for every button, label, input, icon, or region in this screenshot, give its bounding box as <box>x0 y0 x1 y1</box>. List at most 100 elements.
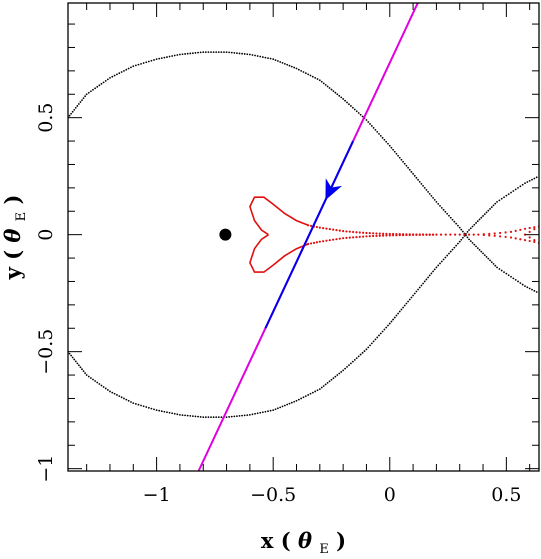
critical-curve-lower <box>410 296 413 299</box>
caustic-upper-tail <box>355 231 358 234</box>
caustic-lower-tail <box>345 236 348 240</box>
critical-curve-upper <box>274 59 277 61</box>
critical-curve-lower <box>427 276 429 279</box>
critical-curve-lower <box>74 360 77 363</box>
critical-curve-lower <box>79 366 82 369</box>
critical-curve-upper <box>407 166 409 169</box>
critical-curve-lower <box>243 414 246 417</box>
critical-curve-lower <box>176 413 179 416</box>
critical-curve-upper <box>191 52 194 55</box>
critical-curve-upper <box>155 58 158 61</box>
critical-curve-lower <box>140 404 142 407</box>
critical-curve-upper <box>402 160 404 163</box>
critical-curve-lower <box>71 356 74 359</box>
caustic-lower-tail <box>355 236 358 239</box>
caustic-right <box>519 228 522 231</box>
caustic-upper-tail <box>368 232 371 235</box>
critical-curve-lower <box>483 213 486 216</box>
critical-curve-lower <box>535 176 538 179</box>
critical-curve-lower <box>388 322 391 325</box>
critical-curve-lower <box>181 414 184 416</box>
critical-curve-lower <box>94 380 97 382</box>
critical-curve-lower <box>220 416 223 419</box>
critical-curve-lower <box>521 183 524 186</box>
critical-curve-lower <box>302 396 305 399</box>
x-axis-label: x ( θ E ) <box>261 528 346 555</box>
critical-curve-lower <box>153 408 155 411</box>
caustic-lower-tail <box>405 233 408 237</box>
critical-curve-upper <box>70 112 73 115</box>
critical-curve-lower <box>142 405 145 408</box>
critical-curve-lower <box>127 399 130 402</box>
caustic-right <box>528 226 531 230</box>
critical-curve-upper <box>241 52 243 55</box>
critical-curve-lower <box>395 314 398 317</box>
critical-curve-upper <box>304 72 307 75</box>
critical-curve-lower <box>123 397 125 400</box>
caustic-right <box>509 236 513 239</box>
critical-curve-upper <box>336 93 339 96</box>
critical-curve-lower <box>468 229 470 231</box>
critical-curve-upper <box>111 75 114 78</box>
critical-curve-lower <box>412 294 414 297</box>
critical-curve-upper <box>393 150 396 153</box>
critical-curve-lower <box>246 414 249 416</box>
critical-curve-lower <box>68 352 71 355</box>
critical-curve-upper <box>482 252 484 255</box>
critical-curve-lower <box>267 410 269 413</box>
critical-curve-upper <box>430 194 433 197</box>
critical-curve-lower <box>471 225 474 228</box>
critical-curve-lower <box>344 367 346 370</box>
critical-curve-upper <box>104 79 107 82</box>
critical-curve-lower <box>215 416 218 419</box>
critical-curve-upper <box>528 287 531 290</box>
y-tick-label: −0.5 <box>35 329 57 375</box>
critical-curve-lower <box>316 389 319 392</box>
critical-curve-upper <box>68 114 71 117</box>
critical-curve-lower <box>96 381 99 384</box>
critical-curve-lower <box>160 410 163 413</box>
critical-curve-lower <box>379 332 382 335</box>
caustic-lower-tail <box>352 236 355 239</box>
critical-curve-lower <box>473 223 476 226</box>
critical-curve-lower <box>202 416 205 419</box>
caustic-right <box>477 233 480 236</box>
caustic-right <box>458 233 461 236</box>
critical-curve-lower <box>359 353 362 356</box>
critical-curve-upper <box>453 220 456 223</box>
critical-curve-lower <box>295 399 298 402</box>
y-axis-label-open: ( <box>0 250 25 260</box>
critical-curve-lower <box>390 320 393 323</box>
caustic-upper-tail <box>365 231 368 235</box>
critical-curve-lower <box>134 403 137 405</box>
caustic-right <box>533 240 536 244</box>
critical-curve-upper <box>446 212 449 215</box>
critical-curve-upper <box>440 206 443 209</box>
critical-curve-upper <box>326 85 329 88</box>
critical-curve-lower <box>348 364 350 367</box>
caustic-upper-tail <box>335 229 338 232</box>
y-tick-label: 0.5 <box>35 103 57 133</box>
critical-curve-upper <box>471 241 474 244</box>
critical-curve-upper <box>423 186 426 189</box>
y-axis-label-var: y <box>0 266 25 280</box>
critical-curve-upper <box>102 81 105 84</box>
caustic-lower-tail <box>428 233 431 236</box>
critical-curve-upper <box>503 271 505 273</box>
critical-curve-lower <box>184 414 187 417</box>
critical-curve-upper <box>300 69 303 72</box>
critical-curve-lower <box>132 402 135 405</box>
critical-curve-lower <box>342 369 345 372</box>
critical-curve-upper <box>118 72 121 75</box>
critical-curve-lower <box>407 300 409 303</box>
critical-curve-lower <box>279 406 282 409</box>
critical-curve-lower <box>437 264 440 267</box>
critical-curve-lower <box>155 409 158 412</box>
critical-curve-upper <box>228 51 231 54</box>
critical-curve-lower <box>256 412 259 415</box>
caustic-lower-tail <box>375 234 378 237</box>
caustic-lower-tail <box>425 233 428 236</box>
caustic-lower-tail <box>315 241 319 244</box>
critical-curve-upper <box>79 101 82 103</box>
critical-curve-upper <box>465 234 467 237</box>
